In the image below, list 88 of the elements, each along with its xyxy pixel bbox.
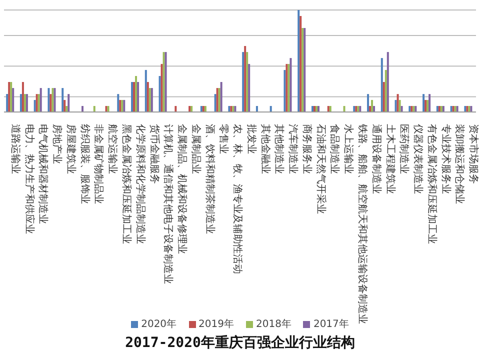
x-tick-label: 铁路、船舶、航空航天和其他运输设备制造业 [356, 123, 368, 324]
x-tick-label: 水上运输业 [342, 124, 355, 174]
x-tick-label: 土木工程建筑业 [384, 124, 396, 194]
x-tick-label: 纺织服装、服饰业 [78, 124, 91, 204]
bar [174, 106, 177, 112]
x-tick-label: 零售业 [218, 124, 230, 154]
bar [384, 70, 387, 112]
bar [64, 100, 66, 112]
bar [158, 76, 161, 112]
x-tick-label: 货币金融服务 [148, 124, 160, 184]
x-tick-label: 装卸搬运和仓储业 [454, 124, 466, 204]
x-tick-label: 计算机、通信和其他电子设备制造业 [162, 124, 174, 284]
legend-label: 2020年 [140, 318, 177, 331]
x-tick-label: 汽车制造业 [287, 124, 300, 174]
x-tick-label: 农、林、牧、渔专业及辅助性活动 [232, 124, 244, 274]
x-tick-label: 非金属矿物制品业 [92, 124, 105, 204]
bar [160, 64, 163, 112]
bar [137, 82, 140, 112]
bar [22, 82, 24, 112]
text: 2017-2020年重庆百强企业行业结构 [124, 334, 356, 352]
bar [290, 58, 292, 112]
x-tick-label: 批发业 [245, 124, 258, 154]
bar [398, 100, 401, 112]
x-tick-label: 其他金融业 [259, 124, 272, 174]
x-tick-label: 金属制品、机械和设备修理业 [176, 124, 188, 254]
bar [400, 106, 403, 112]
bar [214, 94, 216, 112]
x-tick-label: 有色金属冶炼和压延加工业 [426, 124, 438, 244]
bar [300, 16, 302, 112]
x-tick-label: 食品制造业 [328, 124, 341, 174]
bar [422, 94, 425, 112]
bar [244, 46, 246, 112]
bar [369, 106, 372, 112]
bar [12, 88, 14, 112]
x-tick-label: 医药制造业 [398, 124, 410, 174]
bar [62, 88, 64, 112]
bar [246, 52, 248, 112]
x-tick-label: 酒、饮料和精制茶制造业 [204, 124, 216, 234]
bar [6, 94, 8, 112]
x-tick-label: 道路运输业 [9, 124, 22, 174]
bar [270, 106, 272, 112]
bar [367, 94, 370, 112]
bar [343, 106, 346, 112]
bar [50, 94, 52, 112]
bar [248, 64, 250, 112]
bar [396, 94, 399, 112]
bar [34, 100, 36, 112]
bar [48, 88, 50, 112]
bar [284, 70, 286, 112]
x-tick-label: 石油和天然气开采业 [314, 124, 327, 214]
bar [117, 94, 120, 112]
x-tick-label: 航空运输业 [106, 124, 119, 174]
x-tick-label: 金属制品业 [190, 124, 202, 174]
bar [220, 82, 222, 112]
bar [371, 100, 374, 112]
x-tick-label: 通用设备制造业 [370, 124, 382, 194]
x-tick-label: 其他制造业 [273, 124, 286, 174]
x-tick-label: 专业技术服务业 [440, 124, 452, 194]
bar [373, 106, 376, 112]
bar [382, 82, 385, 112]
x-tick-label: 房地产业 [51, 124, 64, 164]
bar [242, 52, 244, 112]
x-tick-label: 黑色金属冶炼和压延加工业 [120, 124, 132, 244]
x-tick-label: 化学原料和化学制品制造业 [134, 124, 146, 244]
bar [146, 82, 149, 112]
legend-label: 2019年 [198, 318, 234, 331]
bar [66, 106, 68, 112]
bar [144, 70, 147, 112]
bar [298, 10, 300, 112]
bar [428, 94, 431, 112]
x-tick-label: 资本市场服务 [468, 124, 480, 184]
bar [68, 94, 70, 112]
x-tick-label: 电气机械和器材制造业 [37, 124, 50, 224]
legend-label: 2018年 [255, 318, 292, 331]
bar [386, 52, 389, 112]
legend-label: 2017年 [312, 318, 349, 331]
bar [81, 106, 84, 112]
bar [40, 88, 42, 112]
x-tick-label: 仪器仪表制造业 [412, 124, 424, 194]
bar [311, 106, 314, 112]
x-tick-label: 商务服务业 [300, 124, 313, 174]
bar [20, 94, 22, 112]
bar [93, 106, 96, 112]
x-tick-label: 电力、热力生产和供应业 [23, 124, 36, 234]
bar [135, 76, 138, 112]
bar [394, 100, 397, 112]
x-tick-label: 房屋建筑业 [64, 124, 77, 174]
bar [380, 58, 383, 112]
